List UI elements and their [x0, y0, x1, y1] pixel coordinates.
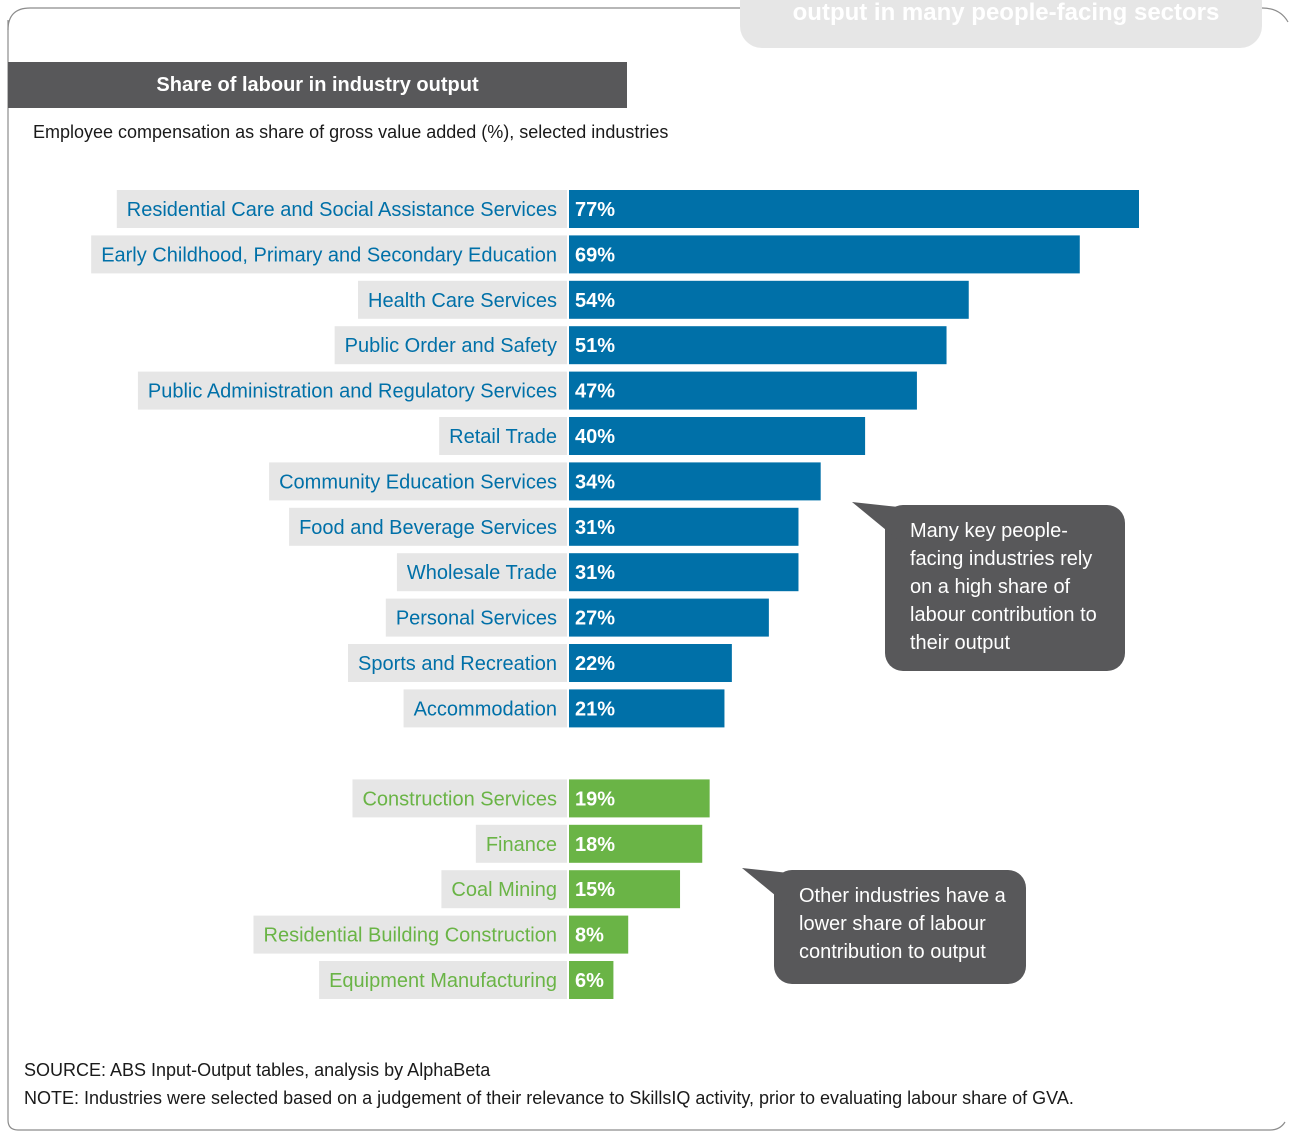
value-label-equipment-manufacturing: 6%: [575, 970, 604, 992]
bar-personal-services: [569, 598, 769, 637]
category-label-residential-care-and-social-assistance-services: Residential Care and Social Assistance S…: [127, 199, 557, 221]
callout-people-facing-text: Many key people-facing industries rely o…: [910, 520, 1097, 654]
bar-early-childhood-primary-and-secondary-education: [569, 235, 1080, 274]
value-label-construction-services: 19%: [575, 788, 615, 810]
category-label-equipment-manufacturing: Equipment Manufacturing: [329, 970, 557, 992]
category-label-health-care-services: Health Care Services: [368, 290, 557, 312]
method-note: NOTE: Industries were selected based on …: [24, 1088, 1074, 1108]
category-label-background: [334, 326, 567, 365]
category-label-background: [403, 689, 567, 728]
category-label-background: [319, 961, 567, 999]
bar-residential-care-and-social-assistance-services: [569, 190, 1139, 228]
callout-people-facing: Many key people-facing industries rely o…: [885, 505, 1125, 671]
chart-title: Share of labour in industry output: [156, 74, 479, 96]
header-pill-text: output in many people-facing sectors: [792, 0, 1220, 26]
category-label-coal-mining: Coal Mining: [451, 879, 557, 901]
category-label-retail-trade: Retail Trade: [449, 426, 557, 448]
category-label-background: [352, 779, 567, 818]
value-label-health-care-services: 54%: [575, 290, 615, 312]
category-label-background: [253, 915, 567, 954]
category-label-public-administration-and-regulatory-services: Public Administration and Regulatory Ser…: [148, 381, 557, 403]
value-label-public-order-and-safety: 51%: [575, 335, 615, 357]
bar-construction-services: [569, 779, 710, 818]
category-label-background: [396, 553, 567, 592]
value-label-finance: 18%: [575, 834, 615, 856]
bar-community-education-services: [569, 462, 821, 501]
bar-sports-and-recreation: [569, 644, 732, 682]
value-label-food-and-beverage-services: 31%: [575, 517, 615, 539]
bar-wholesale-trade: [569, 553, 799, 592]
category-label-background: [475, 824, 567, 863]
callout-other-tail: [742, 868, 798, 914]
category-label-background: [441, 870, 567, 909]
value-label-coal-mining: 15%: [575, 879, 615, 901]
category-label-sports-and-recreation: Sports and Recreation: [358, 653, 557, 675]
category-label-community-education-services: Community Education Services: [279, 471, 557, 493]
value-label-personal-services: 27%: [575, 608, 615, 630]
bar-retail-trade: [569, 417, 866, 455]
category-label-background: [347, 644, 567, 682]
bar-accommodation: [569, 689, 725, 728]
value-label-community-education-services: 34%: [575, 471, 615, 493]
source-note: SOURCE: ABS Input-Output tables, analysi…: [24, 1060, 491, 1080]
value-label-residential-building-construction: 8%: [575, 925, 604, 947]
bar-equipment-manufacturing: [569, 961, 614, 999]
category-label-personal-services: Personal Services: [396, 608, 557, 630]
bar-public-order-and-safety: [569, 326, 947, 365]
value-label-sports-and-recreation: 22%: [575, 653, 615, 675]
category-label-background: [116, 190, 567, 228]
callout-other-text: Other industries have a lower share of l…: [799, 885, 1006, 963]
category-label-public-order-and-safety: Public Order and Safety: [345, 335, 557, 357]
category-label-background: [439, 417, 567, 455]
category-label-wholesale-trade: Wholesale Trade: [407, 562, 557, 584]
callout-other: Other industries have a lower share of l…: [774, 870, 1026, 984]
value-label-accommodation: 21%: [575, 698, 615, 720]
chart-subtitle: Employee compensation as share of gross …: [33, 122, 669, 142]
value-label-wholesale-trade: 31%: [575, 562, 615, 584]
section-title-bar: [8, 62, 627, 108]
bar-finance: [569, 824, 703, 863]
bar-public-administration-and-regulatory-services: [569, 371, 917, 410]
category-label-early-childhood-primary-and-secondary-education: Early Childhood, Primary and Secondary E…: [101, 244, 557, 266]
header-pill: [740, 0, 1262, 48]
category-label-accommodation: Accommodation: [414, 698, 557, 720]
category-label-background: [269, 462, 567, 501]
bar-residential-building-construction: [569, 915, 629, 954]
category-label-background: [358, 280, 567, 319]
category-label-background: [385, 598, 567, 637]
callout-people-facing-tail: [852, 502, 908, 548]
value-label-retail-trade: 40%: [575, 426, 615, 448]
value-label-residential-care-and-social-assistance-services: 77%: [575, 199, 615, 221]
category-label-finance: Finance: [486, 834, 557, 856]
category-label-construction-services: Construction Services: [362, 788, 557, 810]
category-label-food-and-beverage-services: Food and Beverage Services: [299, 517, 557, 539]
value-label-public-administration-and-regulatory-services: 47%: [575, 381, 615, 403]
category-label-background: [289, 507, 567, 546]
category-label-residential-building-construction: Residential Building Construction: [264, 925, 558, 947]
bar-health-care-services: [569, 280, 969, 319]
value-label-early-childhood-primary-and-secondary-education: 69%: [575, 244, 615, 266]
category-label-background: [91, 235, 567, 274]
bar-food-and-beverage-services: [569, 507, 799, 546]
bar-coal-mining: [569, 870, 681, 909]
category-label-background: [137, 371, 567, 410]
